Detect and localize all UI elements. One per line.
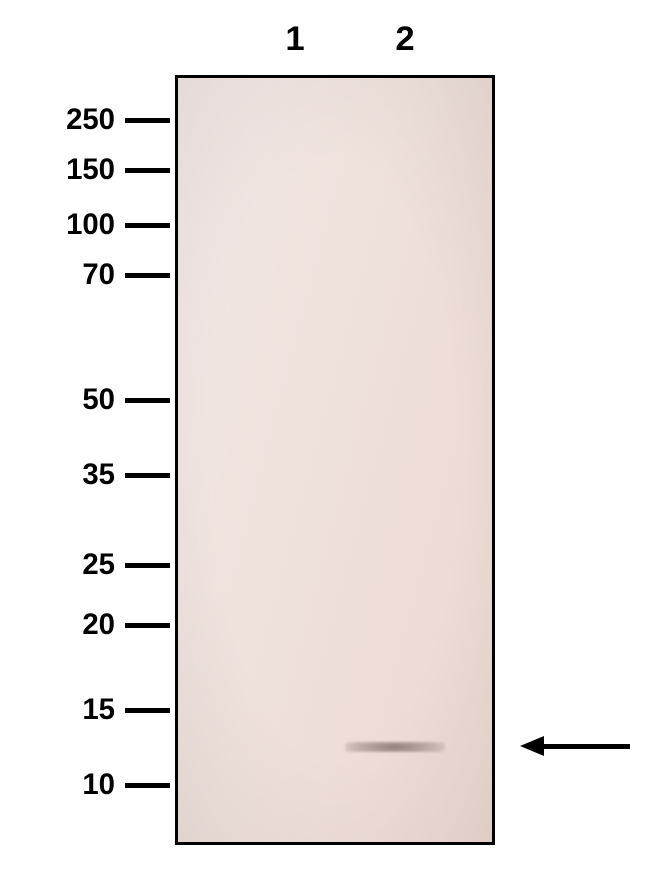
mw-tick-50 (125, 398, 170, 403)
mw-marker-250: 250 (66, 103, 115, 137)
mw-marker-100: 100 (66, 208, 115, 242)
lane-label-2: 2 (395, 20, 414, 59)
arrow-shaft (544, 744, 630, 749)
western-blot-figure: 1 2 250 150 100 70 50 35 25 20 15 10 (0, 0, 650, 870)
lane-label-1: 1 (285, 20, 304, 59)
mw-tick-20 (125, 623, 170, 628)
mw-tick-25 (125, 563, 170, 568)
mw-tick-150 (125, 168, 170, 173)
mw-marker-35: 35 (82, 458, 115, 492)
mw-marker-15: 15 (82, 693, 115, 727)
mw-tick-70 (125, 273, 170, 278)
mw-marker-70: 70 (82, 258, 115, 292)
mw-tick-15 (125, 708, 170, 713)
mw-tick-35 (125, 473, 170, 478)
mw-marker-150: 150 (66, 153, 115, 187)
band-indicator-arrow (520, 736, 630, 756)
mw-tick-100 (125, 223, 170, 228)
mw-marker-20: 20 (82, 608, 115, 642)
blot-background (178, 78, 492, 842)
band-lane-2 (345, 742, 445, 752)
mw-marker-50: 50 (82, 383, 115, 417)
arrow-head-icon (520, 736, 544, 756)
mw-tick-250 (125, 118, 170, 123)
mw-marker-25: 25 (82, 548, 115, 582)
mw-tick-10 (125, 783, 170, 788)
blot-membrane (175, 75, 495, 845)
mw-marker-10: 10 (82, 768, 115, 802)
